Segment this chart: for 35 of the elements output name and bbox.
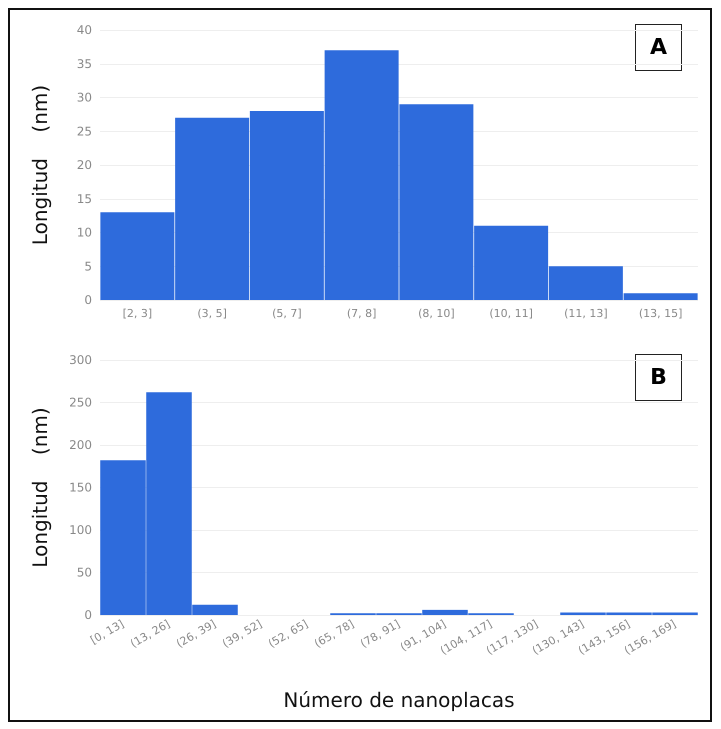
y-tick-label: 250 [69,396,92,410]
x-tick-label: (8, 10] [418,307,455,320]
y-tick-label: 100 [69,523,92,537]
x-tick-label: (11, 13] [564,307,608,320]
y-axis-title: Longitud (nm) [28,407,52,568]
x-axis-title: Número de nanoplacas [283,688,515,712]
x-tick-label: (7, 8] [346,307,376,320]
x-tick-label: (5, 7] [272,307,302,320]
y-axis-title: Longitud (nm) [28,84,52,246]
x-tick-label: (52, 65] [266,617,310,650]
x-tick-label: (13, 15] [638,307,682,320]
x-tick-label: [2, 3] [122,307,152,320]
y-tick-label: 15 [76,192,92,206]
y-tick-label: 0 [84,293,92,307]
y-tick-label: 200 [69,438,92,452]
y-tick-label: 35 [76,56,92,71]
annotation: B [650,365,667,390]
x-tick-label: (10, 11] [489,307,533,320]
x-tick-label: (3, 5] [197,307,227,320]
annotation: A [650,35,668,60]
y-tick-label: 20 [76,158,92,172]
x-tick-label: (78, 91] [358,617,402,650]
y-tick-label: 10 [76,226,92,240]
y-tick-label: 25 [76,124,92,138]
x-tick-label: (65, 78] [312,617,356,650]
y-tick-label: 300 [69,353,92,367]
x-tick-label: (26, 39] [174,617,218,650]
y-tick-label: 30 [76,90,92,104]
y-tick-label: 5 [84,259,92,274]
y-tick-label: 0 [84,608,92,622]
y-tick-label: 50 [76,566,92,580]
y-tick-label: 150 [69,480,92,494]
x-tick-label: (13, 26] [128,617,172,650]
y-tick-label: 40 [76,23,92,37]
x-tick-label: (39, 52] [220,617,264,650]
